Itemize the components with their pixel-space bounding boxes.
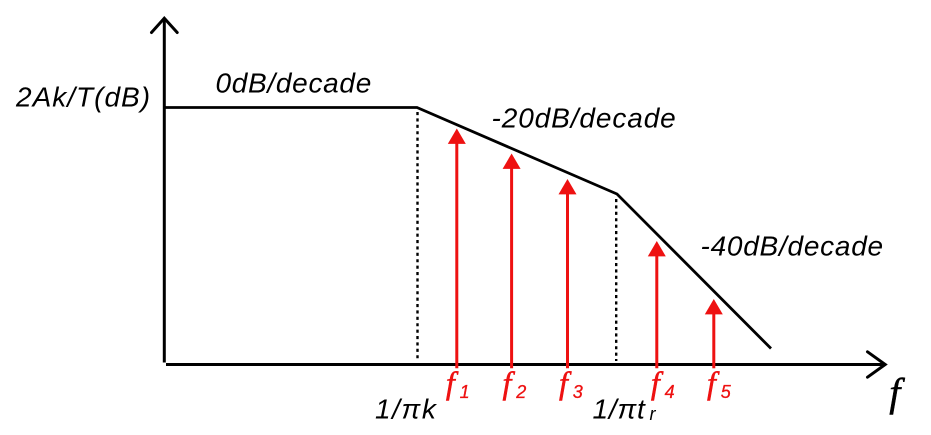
svg-text:r: r — [650, 404, 657, 424]
svg-text:-40dB/decade: -40dB/decade — [701, 231, 884, 262]
svg-text:1: 1 — [460, 382, 470, 402]
svg-text:1/πk: 1/πk — [375, 394, 438, 425]
svg-text:1/πt: 1/πt — [593, 394, 647, 425]
svg-text:2Ak/T(dB): 2Ak/T(dB) — [15, 82, 151, 113]
svg-text:0dB/decade: 0dB/decade — [216, 68, 372, 99]
svg-text:2: 2 — [515, 382, 526, 402]
svg-text:5: 5 — [721, 382, 732, 402]
svg-text:3: 3 — [573, 382, 583, 402]
svg-text:-20dB/decade: -20dB/decade — [492, 103, 677, 134]
svg-text:4: 4 — [665, 382, 675, 402]
